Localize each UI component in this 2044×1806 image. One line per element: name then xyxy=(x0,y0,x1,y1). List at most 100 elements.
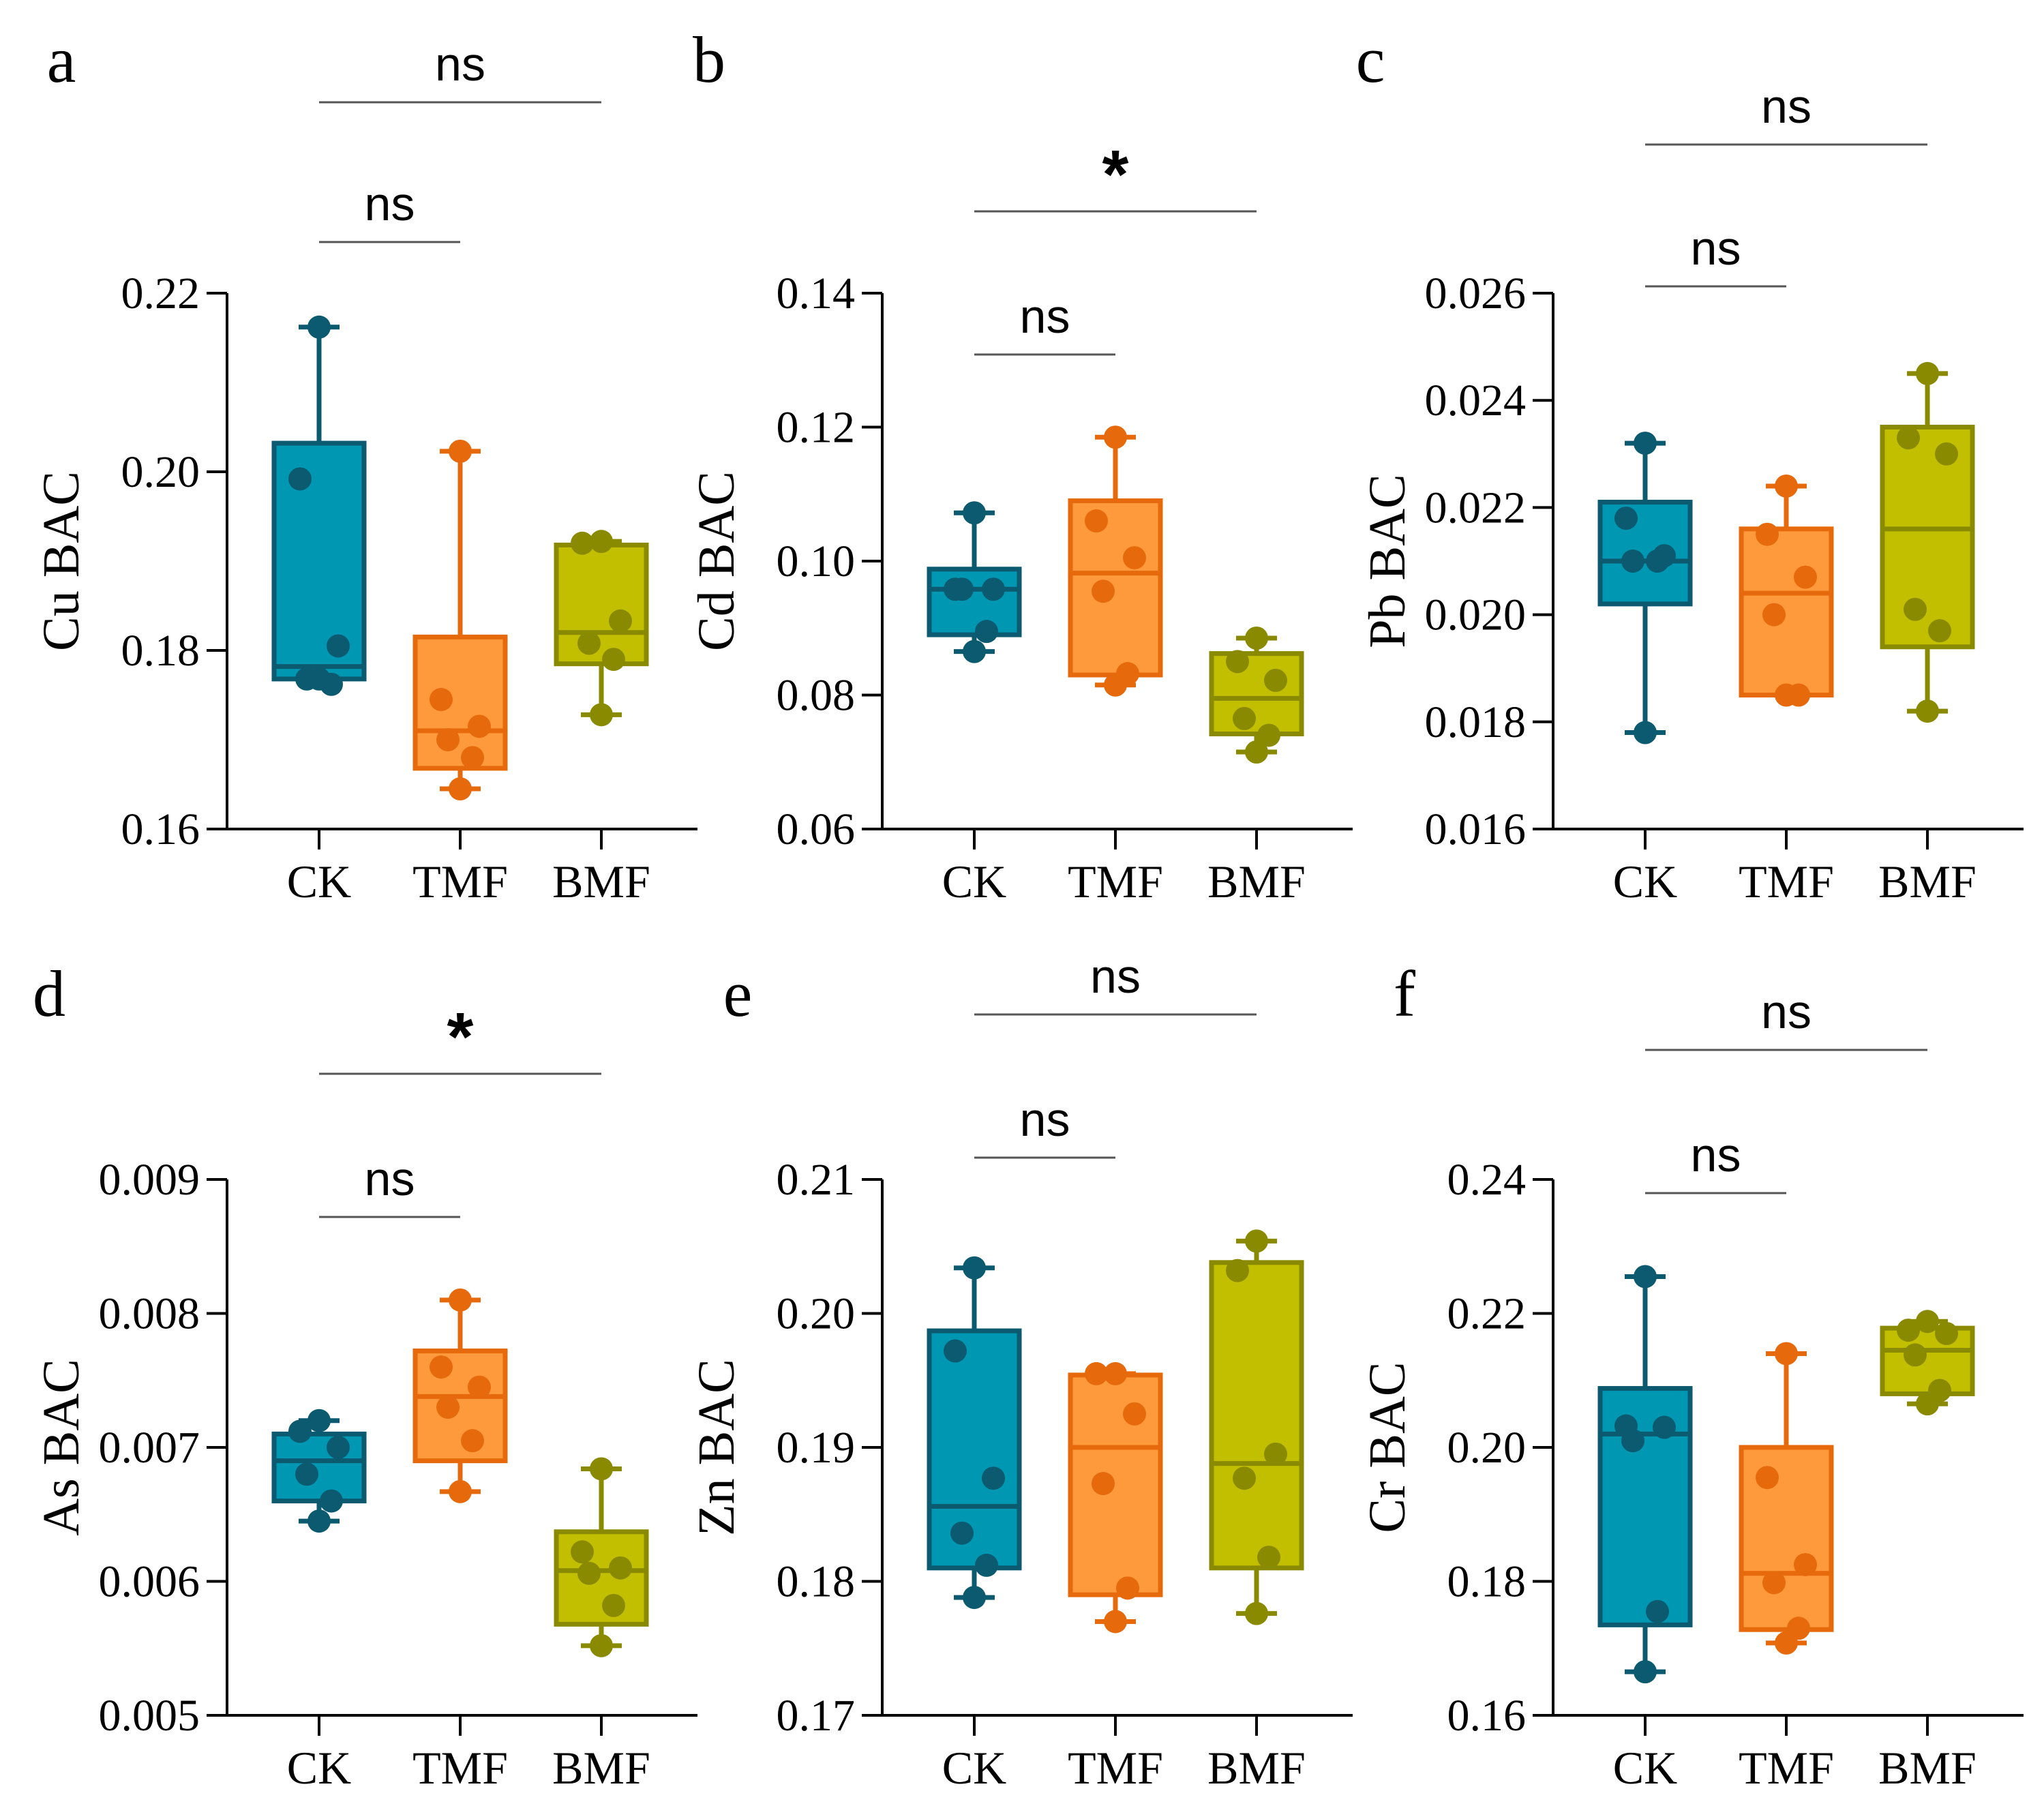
data-point xyxy=(963,1256,986,1280)
data-point xyxy=(1621,550,1644,573)
data-point xyxy=(1257,1546,1280,1569)
y-tick-label: 0.24 xyxy=(1447,1155,1527,1205)
data-point xyxy=(461,1429,484,1453)
panel-letter: c xyxy=(1356,23,1385,96)
x-tick-label: BMF xyxy=(1207,856,1306,907)
data-point xyxy=(1653,1415,1676,1439)
data-point xyxy=(1092,580,1115,603)
x-tick-label: BMF xyxy=(552,856,650,907)
data-point xyxy=(288,467,312,491)
box-iqr xyxy=(1880,425,1975,650)
y-axis-title: Cd BAC xyxy=(688,471,745,651)
y-axis-title: Pb BAC xyxy=(1359,474,1416,648)
data-point xyxy=(1123,546,1146,570)
data-point xyxy=(1226,1259,1249,1282)
data-point xyxy=(1085,1361,1108,1385)
box-iqr xyxy=(1068,498,1163,678)
box-CK xyxy=(271,315,367,696)
data-point xyxy=(982,1466,1005,1490)
data-point xyxy=(590,1457,613,1481)
y-tick-label: 0.024 xyxy=(1425,376,1527,425)
box-iqr xyxy=(412,634,508,771)
data-point xyxy=(307,1409,331,1432)
data-point xyxy=(1092,1472,1115,1496)
data-point xyxy=(1085,509,1108,533)
y-axis-title: As BAC xyxy=(33,1359,90,1536)
significance-label: ns xyxy=(365,177,415,230)
x-tick-label: BMF xyxy=(1878,856,1977,907)
panel-e: e Zn BAC 0.17 0.18 0.19 0.20 0.21 CK TMF BMF ns ns xyxy=(688,950,1353,1794)
data-point xyxy=(327,1436,350,1459)
y-tick-label: 0.12 xyxy=(777,403,856,453)
data-point xyxy=(609,609,632,633)
y-tick-label: 0.18 xyxy=(1447,1557,1527,1607)
significance-label: ns xyxy=(1761,80,1812,133)
data-point xyxy=(1264,668,1287,692)
box-TMF xyxy=(1739,1342,1834,1655)
box-BMF xyxy=(1880,361,1975,723)
y-tick-label: 0.14 xyxy=(777,269,856,318)
data-point xyxy=(602,1593,625,1617)
box-BMF xyxy=(554,1457,649,1657)
y-tick-label: 0.006 xyxy=(99,1557,200,1607)
box-BMF xyxy=(1209,626,1304,764)
data-point xyxy=(449,439,472,463)
x-tick-label: TMF xyxy=(412,1742,508,1794)
data-point xyxy=(1226,650,1249,674)
box-TMF xyxy=(412,439,508,801)
y-tick-label: 0.19 xyxy=(777,1423,856,1473)
box-iqr xyxy=(412,1349,508,1464)
panel-a: a Cu BAC 0.16 0.18 0.20 0.22 CK TMF BMF ns ns xyxy=(33,23,697,907)
y-tick-label: 0.06 xyxy=(777,804,856,854)
box-CK xyxy=(1597,432,1693,744)
data-point xyxy=(609,1556,632,1580)
data-point xyxy=(950,577,974,601)
data-point xyxy=(430,688,453,712)
box-iqr xyxy=(1739,526,1834,698)
box-TMF xyxy=(1068,425,1163,697)
panel-d: d As BAC 0.005 0.006 0.007 0.008 0.009 CK TMF BMF… xyxy=(33,957,697,1794)
data-point xyxy=(590,1634,613,1657)
y-tick-label: 0.016 xyxy=(1425,804,1527,854)
y-tick-label: 0.17 xyxy=(777,1691,856,1741)
significance-label: ns xyxy=(1020,1093,1070,1146)
y-tick-label: 0.008 xyxy=(99,1289,200,1339)
data-point xyxy=(1264,1442,1287,1466)
y-tick-label: 0.18 xyxy=(777,1557,856,1607)
data-point xyxy=(1634,721,1657,744)
box-CK xyxy=(927,1256,1022,1610)
data-point xyxy=(577,631,601,655)
y-tick-label: 0.20 xyxy=(1447,1423,1527,1473)
x-tick-label: CK xyxy=(1613,856,1677,907)
data-point xyxy=(295,1462,318,1486)
significance-label: * xyxy=(1102,136,1129,213)
data-point xyxy=(963,1586,986,1610)
data-point xyxy=(1897,1319,1920,1342)
y-tick-label: 0.10 xyxy=(777,537,856,586)
data-point xyxy=(461,746,484,770)
x-tick-label: BMF xyxy=(552,1742,650,1794)
box-iqr xyxy=(1880,1325,1975,1396)
box-TMF xyxy=(1068,1361,1163,1634)
box-iqr xyxy=(554,542,649,667)
data-point xyxy=(1634,432,1657,455)
x-tick-label: TMF xyxy=(1739,856,1834,907)
significance-label: ns xyxy=(1691,1128,1741,1182)
data-point xyxy=(430,1355,453,1379)
significance-label: * xyxy=(447,999,474,1075)
data-point xyxy=(1928,619,1951,643)
y-axis-title: Cr BAC xyxy=(1359,1361,1416,1533)
data-point xyxy=(468,1375,491,1399)
x-tick-label: BMF xyxy=(1878,1742,1977,1794)
data-point xyxy=(449,1479,472,1503)
data-point xyxy=(1897,426,1920,450)
y-tick-label: 0.08 xyxy=(777,671,856,721)
significance-label: ns xyxy=(1691,222,1741,275)
significance-label: ns xyxy=(435,37,485,91)
data-point xyxy=(590,703,613,727)
data-point xyxy=(449,1288,472,1312)
x-tick-label: CK xyxy=(942,1742,1006,1794)
y-tick-label: 0.022 xyxy=(1425,483,1527,532)
panel-letter: e xyxy=(723,957,753,1030)
y-tick-label: 0.005 xyxy=(99,1691,200,1741)
